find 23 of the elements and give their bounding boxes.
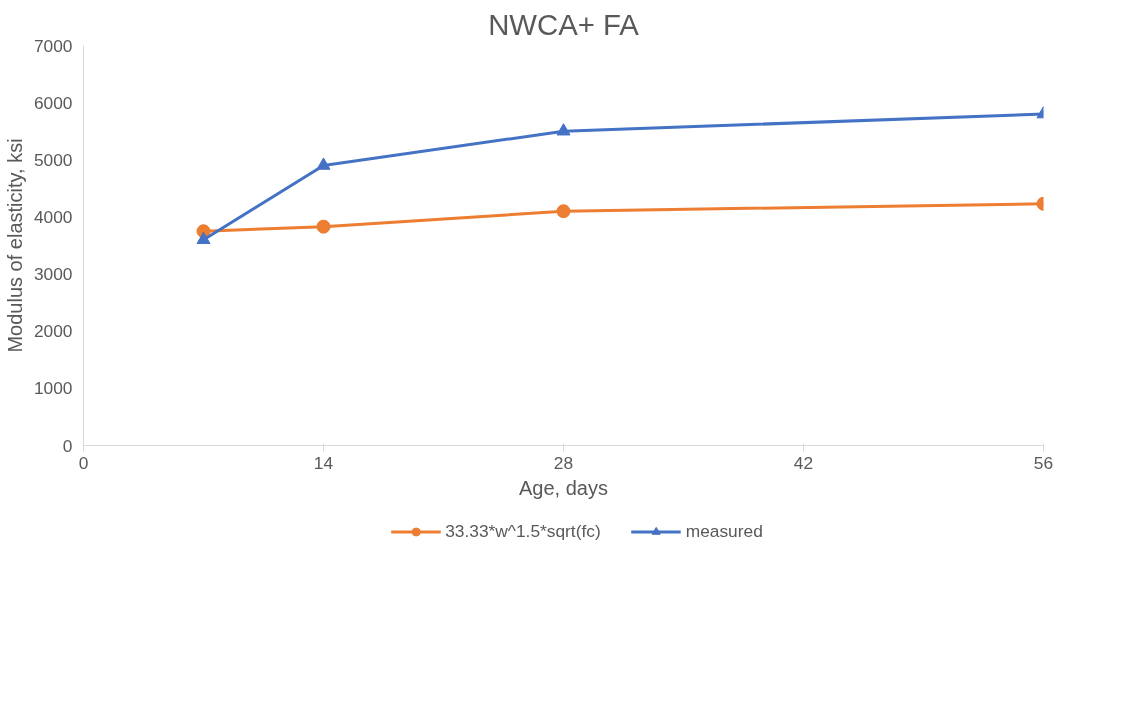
chart-title: NWCA+ FA [488,7,640,41]
x-tick-label: 14 [313,452,334,473]
y-tick-label: 4000 [33,206,73,227]
point [316,157,331,170]
y-tick-label: 5000 [33,149,73,170]
x-tick-label: 28 [553,452,574,473]
legend-label: measured [685,520,763,542]
y-tick-label: 1000 [33,378,73,399]
point [316,219,331,234]
y-tick-label: 7000 [33,35,73,56]
point [556,123,571,136]
x-axis-title: Age, days [519,476,608,499]
y-tick-label: 2000 [33,321,73,342]
y-axis-title: Modulus of elasticity, ksi [3,138,26,353]
legend-label: 33.33*w^1.5*sqrt(fc) [445,520,601,542]
x-tick-label: 0 [78,452,89,473]
y-tick-label: 6000 [33,92,73,113]
y-tick-label: 0 [62,435,73,456]
y-tick-label: 3000 [33,264,73,285]
point [556,204,571,219]
x-tick-label: 42 [793,452,814,473]
x-tick-label: 56 [1033,452,1054,473]
point [196,231,211,245]
